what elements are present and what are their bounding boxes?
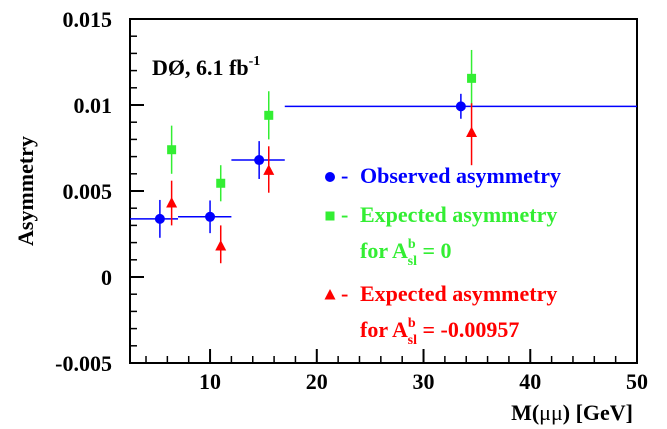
- legend-entry: - Observed asymmetry: [325, 163, 561, 188]
- square-series: [167, 49, 477, 202]
- y-axis-title: Asymmetry: [13, 136, 38, 246]
- square-point: [467, 73, 477, 83]
- legend-entry: - Expected asymmetry for Ab sl = 0: [325, 202, 557, 269]
- data-series: [130, 49, 637, 264]
- legend-circle-marker: [325, 172, 335, 182]
- circle-point: [205, 211, 216, 222]
- y-tick-label: 0: [101, 265, 112, 290]
- legend: - Observed asymmetry- Expected asymmetryfo…: [324, 163, 561, 348]
- x-tick-label: 20: [306, 369, 328, 394]
- legend-label: for Ab sl = -0.00957: [360, 316, 519, 348]
- circle-point: [154, 213, 165, 224]
- x-axis-title-mu: μμ: [539, 400, 563, 425]
- y-tick-label: -0.005: [55, 351, 112, 376]
- axis-ticks: 10 20 30 40 50 -0.005 0 0.005 0.01 0.015: [55, 7, 648, 394]
- experiment-annotation: DØ, 6.1 fb-1: [152, 54, 260, 80]
- square-point: [167, 145, 177, 155]
- legend-dash: -: [341, 281, 348, 306]
- triangle-point: [466, 126, 478, 138]
- legend-label: Expected asymmetry: [360, 202, 557, 227]
- circle-series: [130, 93, 637, 238]
- legend-label: for Ab sl = 0: [360, 237, 452, 269]
- square-point: [216, 178, 226, 188]
- x-axis-title: M(μμ) [GeV]: [511, 400, 633, 425]
- legend-entry: - Expected asymmetry for Ab sl = -0.00957: [324, 281, 557, 348]
- square-point: [264, 110, 274, 120]
- legend-dash: -: [341, 163, 348, 188]
- circle-point: [254, 155, 265, 166]
- y-tick-label: 0.01: [74, 93, 113, 118]
- legend-label: Expected asymmetry: [360, 281, 557, 306]
- legend-square-marker: [325, 211, 335, 221]
- x-tick-label: 10: [199, 369, 221, 394]
- x-tick-label: 50: [626, 369, 648, 394]
- triangle-point: [215, 240, 227, 251]
- legend-label: Observed asymmetry: [360, 163, 561, 188]
- y-tick-label: 0.015: [63, 7, 113, 32]
- legend-triangle-marker: [324, 289, 336, 300]
- x-tick-label: 40: [519, 369, 541, 394]
- triangle-series: [166, 103, 478, 264]
- circle-point: [455, 101, 466, 112]
- x-tick-label: 30: [413, 369, 435, 394]
- y-tick-label: 0.005: [63, 179, 113, 204]
- triangle-point: [263, 164, 275, 175]
- legend-dash: -: [341, 202, 348, 227]
- triangle-point: [166, 197, 178, 208]
